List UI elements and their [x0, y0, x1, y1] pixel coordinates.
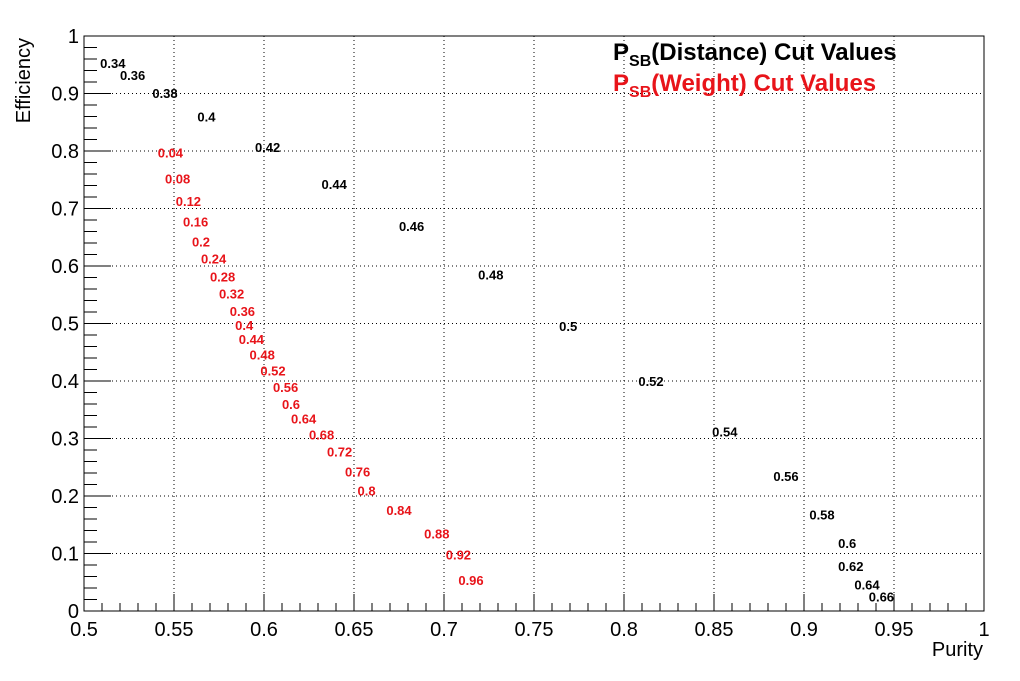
point-label: 0.84 — [386, 503, 412, 518]
x-tick-label: 0.95 — [875, 619, 914, 641]
point-label: 0.5 — [559, 319, 577, 334]
point-label: 0.56 — [273, 380, 298, 395]
y-tick-label: 0.1 — [51, 544, 79, 566]
point-label: 0.2 — [192, 234, 210, 249]
point-label: 0.54 — [712, 425, 738, 440]
point-label: 0.4 — [235, 318, 254, 333]
point-label: 0.16 — [183, 215, 208, 230]
x-tick-label: 0.55 — [155, 619, 194, 641]
y-tick-label: 0.6 — [51, 256, 79, 278]
point-label: 0.24 — [201, 252, 227, 267]
y-tick-label: 1 — [68, 26, 79, 48]
axis-ticks — [83, 35, 985, 612]
point-label: 0.46 — [399, 219, 424, 234]
point-label: 0.36 — [120, 68, 145, 83]
grid — [84, 36, 984, 611]
point-label: 0.68 — [309, 427, 334, 442]
y-tick-label: 0.7 — [51, 199, 79, 221]
series-2: 0.040.080.120.160.20.240.280.320.360.40.… — [158, 146, 484, 588]
point-label: 0.6 — [282, 397, 300, 412]
y-tick-label: 0.9 — [51, 84, 79, 106]
point-label: 0.12 — [176, 194, 201, 209]
point-label: 0.96 — [458, 573, 483, 588]
x-tick-label: 0.5 — [70, 619, 98, 641]
y-tick-label: 0.5 — [51, 314, 79, 336]
point-label: 0.76 — [345, 464, 370, 479]
legend-entry-2: PSB(Weight) Cut Values — [613, 70, 876, 101]
point-label: 0.44 — [239, 332, 265, 347]
y-tick-label: 0.3 — [51, 429, 79, 451]
y-axis-title: Efficiency — [13, 38, 35, 123]
x-tick-label: 0.9 — [790, 619, 818, 641]
x-tick-label: 0.85 — [695, 619, 734, 641]
point-label: 0.42 — [255, 140, 280, 155]
point-label: 0.64 — [854, 578, 880, 593]
point-label: 0.8 — [358, 483, 376, 498]
x-tick-label: 0.6 — [250, 619, 278, 641]
point-label: 0.08 — [165, 172, 190, 187]
x-tick-label: 0.75 — [515, 619, 554, 641]
y-tick-label: 0.4 — [51, 371, 79, 393]
x-tick-label: 0.7 — [430, 619, 458, 641]
point-label: 0.48 — [478, 268, 503, 283]
point-label: 0.92 — [446, 548, 471, 563]
x-axis-title: Purity — [932, 639, 983, 661]
point-label: 0.62 — [838, 559, 863, 574]
x-tick-label: 1 — [978, 619, 989, 641]
x-tick-label: 0.8 — [610, 619, 638, 641]
point-label: 0.28 — [210, 269, 235, 284]
point-label: 0.48 — [250, 348, 275, 363]
point-label: 0.4 — [197, 110, 216, 125]
point-label: 0.52 — [260, 364, 285, 379]
point-label: 0.88 — [424, 526, 449, 541]
point-label: 0.58 — [809, 507, 834, 522]
point-label: 0.34 — [100, 56, 126, 71]
point-label: 0.32 — [219, 287, 244, 302]
point-label: 0.66 — [869, 590, 894, 605]
point-label: 0.44 — [322, 177, 348, 192]
point-label: 0.36 — [230, 304, 255, 319]
series-1: 0.340.360.380.40.420.440.460.480.50.520.… — [100, 56, 894, 605]
point-label: 0.38 — [152, 86, 177, 101]
point-label: 0.72 — [327, 445, 352, 460]
point-label: 0.52 — [638, 374, 663, 389]
tick-labels: 0.5 0.55 0.6 0.65 0.7 0.75 0.8 0.85 0.9 0.95 1 0 0.1… — [51, 26, 989, 641]
y-tick-label: 0 — [68, 601, 79, 623]
legend-entry-1: PSB(Distance) Cut Values — [613, 39, 897, 70]
point-label: 0.56 — [773, 469, 798, 484]
y-tick-label: 0.8 — [51, 141, 79, 163]
point-label: 0.64 — [291, 411, 317, 426]
point-label: 0.6 — [838, 536, 856, 551]
point-label: 0.04 — [158, 146, 184, 161]
x-tick-label: 0.65 — [335, 619, 374, 641]
y-tick-label: 0.2 — [51, 486, 79, 508]
point-labels: 0.340.360.380.40.420.440.460.480.50.520.… — [100, 56, 894, 605]
